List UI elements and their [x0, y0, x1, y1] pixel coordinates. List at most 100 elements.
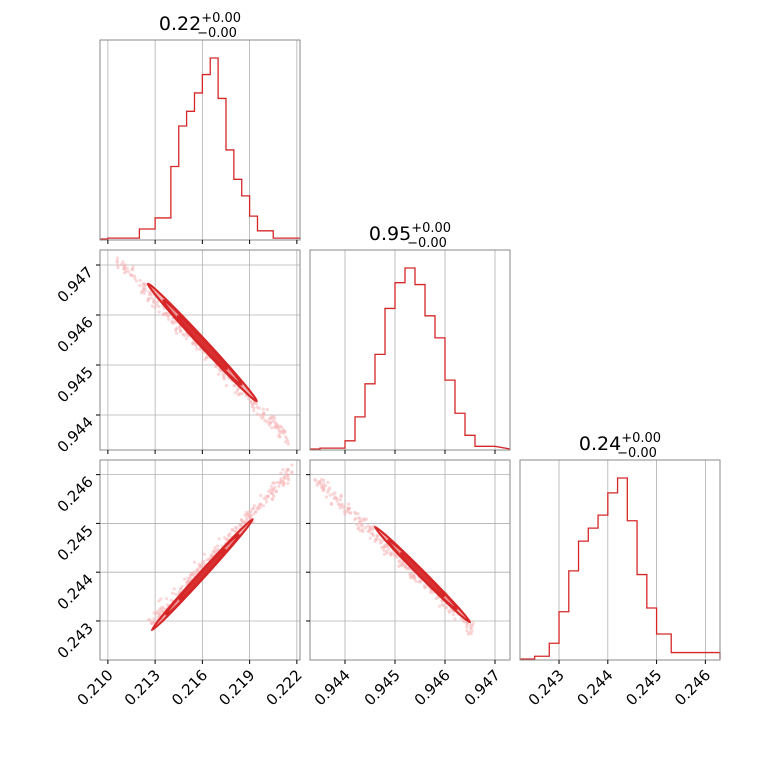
sample-point — [132, 274, 136, 278]
sample-point — [258, 413, 262, 417]
sample-point — [282, 482, 286, 486]
sample-point — [360, 518, 364, 523]
sample-point — [273, 417, 277, 421]
sample-point — [453, 617, 457, 621]
sample-point — [166, 314, 170, 318]
sample-point — [224, 384, 229, 388]
plot-layer: 0.22+0.00 −0.000.95+0.00 −0.000.243 0.244 0.… — [54, 11, 721, 709]
sample-point — [250, 405, 255, 409]
sample-point — [233, 383, 237, 388]
sample-point — [333, 495, 337, 499]
sample-point — [241, 520, 245, 524]
sample-point — [389, 553, 393, 557]
sample-point — [151, 621, 155, 626]
sample-point — [339, 495, 343, 499]
y-tick-label: 0.946 — [54, 313, 97, 356]
sample-point — [164, 597, 169, 601]
sample-point — [418, 580, 423, 584]
panel-title: 0.95+0.00 −0.00 — [369, 221, 451, 251]
sample-point — [230, 527, 234, 531]
sample-point — [470, 624, 474, 628]
sample-point — [256, 506, 260, 510]
sample-point — [197, 562, 201, 566]
panel-frame — [99, 249, 301, 451]
x-tick-label: 0.246 — [671, 666, 714, 709]
sample-point — [270, 497, 274, 501]
x-tick-label: 0.243 — [525, 666, 568, 709]
sample-point — [451, 613, 456, 617]
sample-point — [213, 364, 218, 369]
sample-point — [235, 389, 239, 393]
contour-level-3 — [176, 314, 229, 371]
title-plus: +0.00 — [411, 221, 451, 236]
sample-point — [318, 480, 322, 484]
sample-point — [221, 375, 226, 380]
sample-point — [400, 560, 404, 564]
sample-point — [116, 266, 120, 270]
y-tick-label: 0.947 — [54, 263, 97, 306]
sample-point — [183, 577, 187, 581]
sample-point — [271, 492, 275, 497]
sample-point — [394, 556, 399, 560]
sample-point — [255, 405, 259, 409]
sample-point — [264, 497, 268, 501]
panel-title: 0.24+0.00 −0.00 — [579, 431, 661, 461]
sample-point — [290, 470, 294, 474]
sample-point — [159, 597, 163, 601]
sample-point — [277, 484, 281, 488]
panel-frame — [99, 459, 301, 661]
sample-point — [196, 569, 200, 573]
sample-point — [161, 313, 166, 317]
x-tick-label: 0.947 — [461, 666, 504, 709]
sample-point — [184, 337, 188, 341]
sample-point — [379, 541, 383, 545]
histogram-panel-2: 0.95+0.00 −0.00 — [309, 221, 511, 454]
title-minus: −0.00 — [407, 236, 447, 251]
sample-point — [258, 506, 262, 510]
sample-point — [313, 478, 317, 482]
sample-point — [345, 510, 349, 514]
x-tick-label: 0.945 — [361, 666, 404, 709]
sample-point — [286, 467, 290, 471]
sample-point — [228, 531, 232, 536]
sample-point — [285, 437, 289, 441]
y-tick-label: 0.246 — [54, 473, 97, 516]
sample-point — [173, 319, 177, 324]
panel-title: 0.22+0.00 −0.00 — [159, 11, 241, 41]
sample-point — [383, 544, 387, 549]
sample-point — [212, 548, 216, 552]
scatter-panel-3: 0.944 0.945 0.946 0.947 — [306, 459, 511, 709]
sample-point — [170, 320, 174, 324]
sample-point — [174, 327, 178, 331]
sample-point — [275, 422, 279, 426]
sample-point — [275, 480, 279, 484]
sample-point — [170, 591, 175, 595]
sample-point — [343, 512, 347, 516]
sample-point — [195, 347, 199, 351]
sample-point — [466, 632, 470, 636]
sample-point — [357, 520, 361, 524]
x-tick-label: 0.210 — [74, 666, 117, 709]
sample-point — [368, 525, 373, 529]
sample-point — [335, 499, 339, 503]
sample-point — [445, 605, 449, 609]
sample-point — [255, 412, 259, 416]
sample-point — [200, 561, 205, 565]
x-tick-label: 0.222 — [263, 666, 306, 709]
sample-point — [265, 500, 269, 504]
grid-lines — [310, 460, 510, 660]
sample-point — [130, 267, 134, 271]
sample-point — [385, 551, 389, 555]
panel-frame — [519, 459, 721, 661]
sample-point — [138, 283, 142, 288]
sample-point — [239, 518, 244, 522]
sample-point — [269, 421, 273, 425]
sample-point — [178, 329, 182, 334]
title-value: 0.22 — [159, 13, 201, 35]
sample-point — [373, 540, 377, 544]
sample-point — [252, 504, 257, 508]
sample-point — [342, 506, 346, 510]
sample-point — [138, 278, 142, 283]
sample-point — [217, 367, 221, 372]
